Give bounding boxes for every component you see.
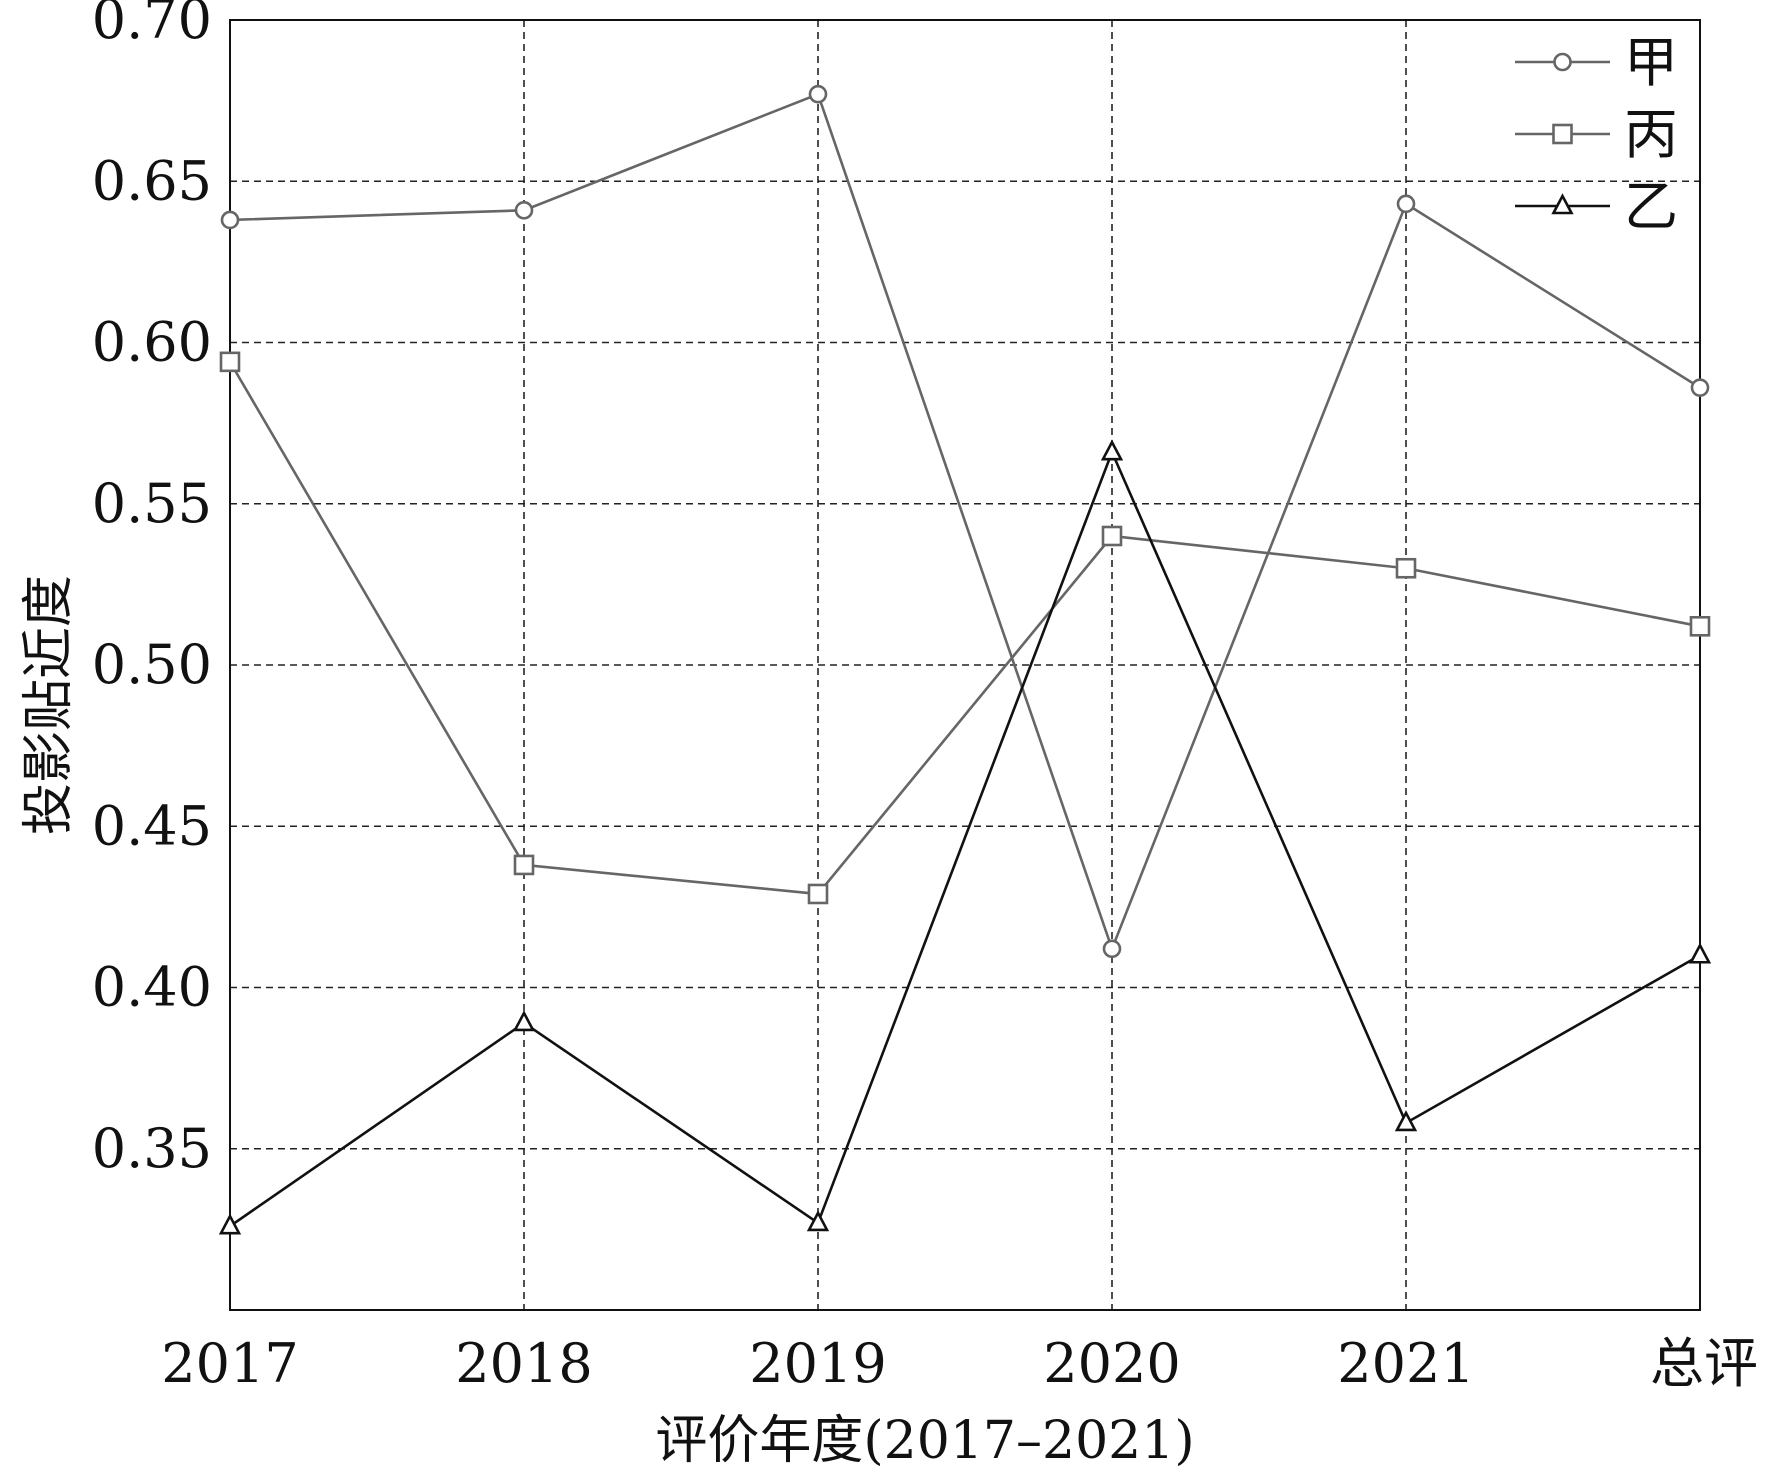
data-point (1395, 557, 1417, 579)
y-tick-label: 0.60 (92, 311, 212, 374)
legend-marker (1553, 52, 1572, 72)
grid-layer (230, 20, 1700, 1310)
tick-layer: 0.35 0.40 0.45 0.50 0.55 0.60 0.65 0.70 2017 2018… (92, 0, 1758, 1395)
data-point (1101, 525, 1123, 547)
y-axis-title: 投影贴近度 (19, 575, 79, 835)
data-point (1396, 194, 1416, 214)
data-point (219, 351, 241, 373)
data-point (1689, 615, 1711, 637)
series-1 (219, 351, 1711, 905)
y-tick-label: 0.65 (92, 149, 212, 212)
legend-entry: 丙 (1515, 103, 1678, 166)
y-tick-label: 0.70 (92, 0, 212, 51)
legend-entry: 甲 (1515, 31, 1678, 94)
series-0 (220, 84, 1710, 959)
data-point (806, 1210, 830, 1232)
data-point (218, 1213, 242, 1235)
y-tick-label: 0.35 (92, 1117, 212, 1180)
legend: 甲丙乙 (1515, 31, 1678, 238)
x-tick-label: 2017 (161, 1332, 298, 1395)
legend-label: 乙 (1624, 175, 1678, 238)
legend-entry: 乙 (1515, 175, 1678, 238)
y-tick-label: 0.50 (92, 633, 212, 696)
data-point (1100, 439, 1124, 461)
data-point (1690, 378, 1710, 397)
series-2 (218, 439, 1712, 1235)
y-tick-label: 0.55 (92, 472, 212, 535)
series-line (229, 92, 1701, 953)
x-tick-label: 2021 (1337, 1332, 1474, 1395)
x-tick-label: 总评 (1650, 1332, 1758, 1395)
series-line (229, 448, 1701, 1228)
legend-marker (1551, 193, 1574, 215)
data-point (512, 1010, 536, 1032)
data-point (1102, 939, 1122, 959)
data-point (807, 883, 829, 905)
x-tick-label: 2018 (455, 1332, 592, 1395)
data-point (514, 200, 534, 220)
legend-label: 甲 (1624, 31, 1678, 94)
plot-frame (229, 19, 1701, 1311)
data-point (513, 854, 535, 876)
data-point (1688, 942, 1712, 964)
data-point (1394, 1110, 1418, 1132)
series-line (228, 361, 1701, 896)
series-layer (218, 84, 1712, 1235)
x-tick-label: 2019 (749, 1332, 886, 1395)
y-tick-label: 0.45 (92, 794, 212, 857)
legend-marker (1552, 123, 1573, 145)
y-tick-label: 0.40 (92, 956, 212, 1019)
x-tick-label: 2020 (1043, 1332, 1180, 1395)
legend-label: 丙 (1624, 103, 1678, 166)
data-point (220, 210, 240, 230)
x-axis-title: 评价年度(2017–2021) (655, 1411, 1194, 1471)
data-point (808, 84, 828, 104)
